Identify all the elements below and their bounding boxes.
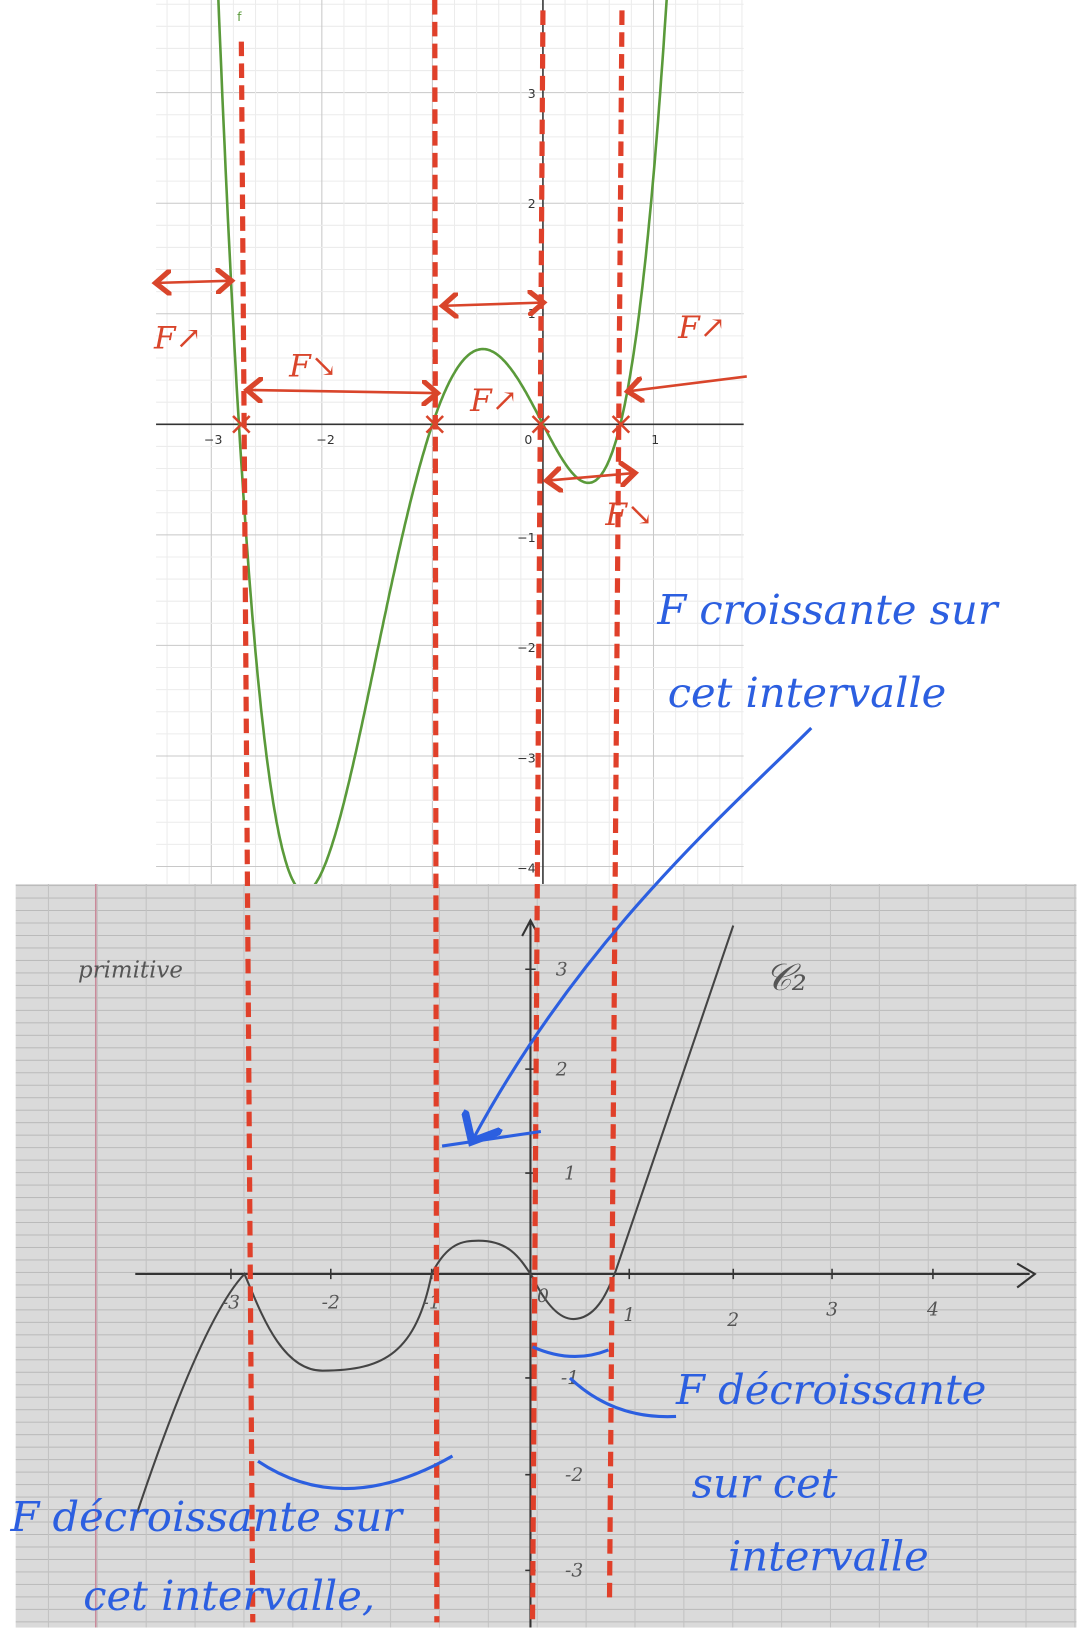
red-marks bbox=[158, 281, 747, 481]
blue-note: intervalle bbox=[728, 1531, 929, 1580]
curve-label: 𝒞₂ bbox=[764, 955, 806, 999]
x-tick-label: -2 bbox=[322, 1292, 340, 1313]
x-tick-label: 1 bbox=[623, 1305, 635, 1326]
x-tick-label: 4 bbox=[926, 1300, 939, 1321]
x-tick-label: −3 bbox=[204, 432, 222, 447]
blue-note: F décroissante bbox=[675, 1365, 986, 1414]
y-tick-label: 1 bbox=[528, 306, 536, 321]
y-tick-label: 2 bbox=[555, 1059, 568, 1080]
function-label: f bbox=[237, 9, 242, 24]
bottom-title: primitive bbox=[78, 958, 183, 984]
blue-note: F décroissante sur bbox=[9, 1492, 404, 1541]
blue-marks bbox=[257, 726, 813, 1491]
x-tick-label: −2 bbox=[316, 432, 334, 447]
x-tick-label: -3 bbox=[222, 1292, 240, 1313]
x-tick-label: 0 bbox=[537, 1286, 549, 1307]
blue-note: sur cet bbox=[692, 1459, 838, 1508]
y-tick-label: -3 bbox=[565, 1561, 583, 1582]
blue-note: cet intervalle bbox=[668, 668, 947, 717]
red-note: F↘ bbox=[288, 348, 337, 384]
red-note: F↘ bbox=[604, 497, 653, 533]
y-tick-label: 2 bbox=[528, 196, 536, 211]
blue-note: F croissante sur bbox=[656, 585, 999, 634]
y-tick-label: 3 bbox=[556, 959, 568, 980]
x-tick-label: 1 bbox=[651, 432, 659, 447]
y-tick-label: 1 bbox=[564, 1163, 576, 1184]
x-tick-label: 0 bbox=[524, 432, 532, 447]
y-tick-label: −4 bbox=[517, 861, 535, 876]
x-tick-label: 2 bbox=[726, 1310, 739, 1331]
y-tick-label: 3 bbox=[528, 86, 536, 101]
red-note: F↗ bbox=[469, 383, 518, 419]
y-tick-label: −3 bbox=[517, 750, 535, 765]
primitive-curve bbox=[134, 925, 735, 1519]
red-guides bbox=[238, 0, 625, 1623]
red-note: F↗ bbox=[677, 310, 726, 346]
x-tick-label: 3 bbox=[826, 1300, 838, 1321]
y-tick-label: -2 bbox=[565, 1465, 583, 1486]
blue-note: cet intervalle, bbox=[83, 1571, 375, 1620]
red-note: F↗ bbox=[153, 320, 202, 356]
y-tick-label: −2 bbox=[517, 640, 535, 655]
paper-photo bbox=[15, 883, 1077, 1628]
y-tick-label: −1 bbox=[517, 530, 535, 545]
